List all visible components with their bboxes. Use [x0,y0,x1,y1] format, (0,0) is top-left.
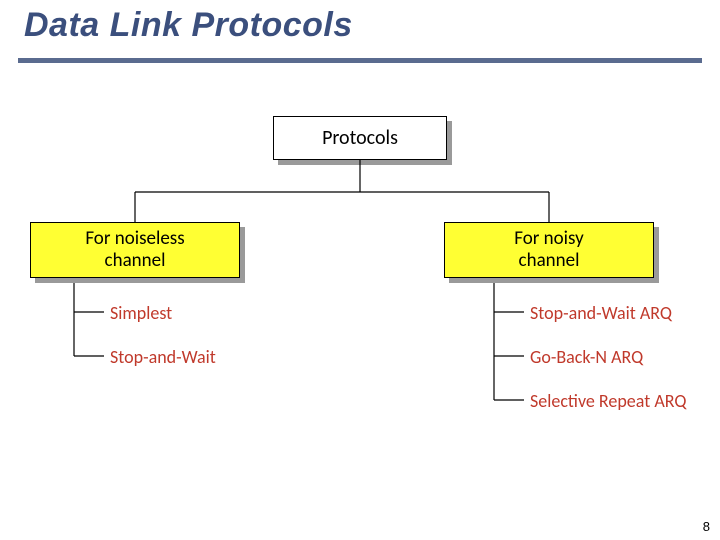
page-title: Data Link Protocols [24,6,353,45]
page-number: 8 [703,519,710,534]
right-box-line1: For noisy [514,227,583,250]
leaf-selective-repeat-arq: Selective Repeat ARQ [530,390,686,412]
leaf-simplest: Simplest [110,302,172,324]
left-box-line2: channel [105,249,166,272]
title-underline [18,58,702,63]
leaf-go-back-n-arq: Go-Back-N ARQ [530,346,643,368]
leaf-stop-and-wait: Stop-and-Wait [110,346,216,368]
right-box-label: For noisy channel [445,228,653,272]
left-box-label: For noiseless channel [31,228,239,272]
right-box: For noisy channel [444,222,654,278]
left-box: For noiseless channel [30,222,240,278]
right-box-line2: channel [519,249,580,272]
root-box-label: Protocols [274,127,446,150]
root-box: Protocols [273,116,447,160]
leaf-stop-and-wait-arq: Stop-and-Wait ARQ [530,302,672,324]
left-box-line1: For noiseless [85,227,184,250]
